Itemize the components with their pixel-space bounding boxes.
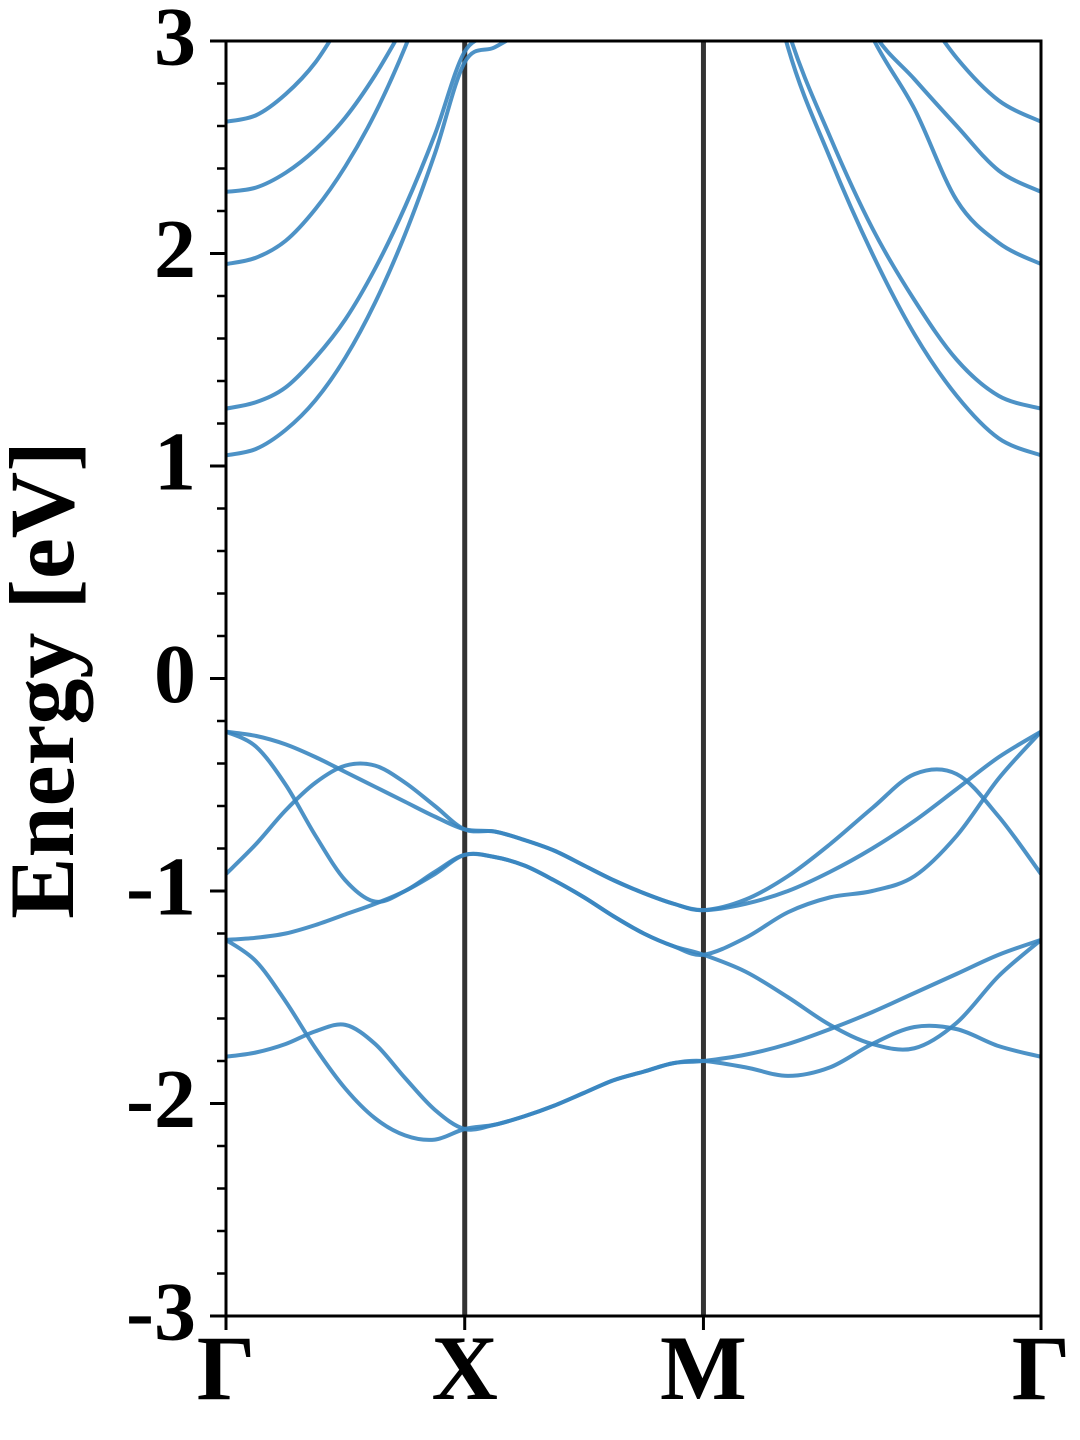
x-tick-label: Γ — [1012, 1317, 1071, 1419]
band-line — [789, 41, 1041, 411]
y-tick-label: -3 — [126, 1265, 196, 1358]
band-line — [226, 937, 1041, 1142]
band-line — [941, 41, 1041, 124]
band-line — [226, 761, 1041, 913]
y-tick-label: 1 — [154, 415, 196, 508]
band-line — [226, 41, 333, 124]
band-line — [872, 41, 1041, 266]
y-axis-label: Energy [eV] — [0, 441, 93, 919]
y-tick-label: 0 — [154, 628, 196, 721]
bands — [226, 41, 1041, 1142]
band-line — [226, 1022, 1041, 1132]
x-tick-label: M — [660, 1317, 747, 1419]
band-line — [784, 41, 1041, 458]
plot-frame — [224, 39, 1043, 1318]
y-tick-label: 2 — [154, 203, 196, 296]
y-tick-label: 3 — [154, 0, 196, 83]
x-tick-label: Γ — [197, 1317, 256, 1419]
y-tick-label: -1 — [126, 840, 196, 933]
band-line — [226, 41, 410, 267]
band-line — [876, 41, 1041, 194]
x-tick-label: X — [431, 1317, 497, 1419]
band-line — [226, 41, 481, 411]
band-line — [226, 41, 511, 458]
band-line — [226, 41, 398, 194]
y-tick-label: -2 — [126, 1053, 196, 1146]
